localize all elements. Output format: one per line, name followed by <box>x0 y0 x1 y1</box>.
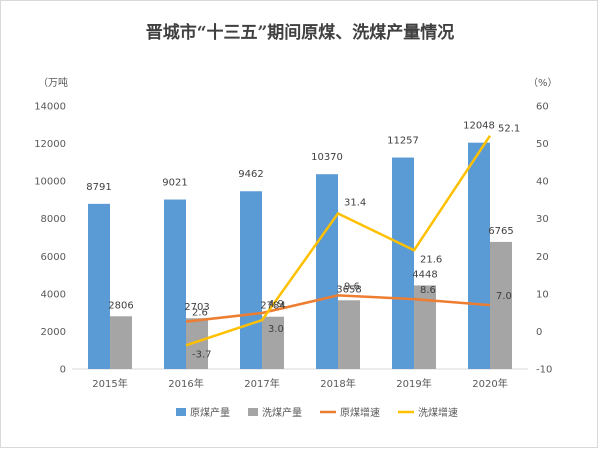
x-tick-label: 2016年 <box>168 377 203 390</box>
line-data-label: 31.4 <box>344 197 366 208</box>
bar-data-label: 4448 <box>412 269 437 280</box>
x-tick-label: 2017年 <box>244 377 279 390</box>
legend-item-label: 原煤增速 <box>340 406 380 419</box>
bar-washed-coal <box>490 241 512 369</box>
line-washed-coal-growth <box>185 134 492 347</box>
y-right-tick-label: -10 <box>536 365 552 376</box>
line-data-label: 52.1 <box>498 124 520 135</box>
y-right-tick-label: 40 <box>536 177 549 188</box>
bar-data-label: 2703 <box>184 302 209 313</box>
y-right-tick-label: 60 <box>536 102 549 113</box>
bar-raw-coal <box>316 174 338 369</box>
line-raw-coal-growth <box>185 294 491 323</box>
y-right-tick-label: 50 <box>536 139 549 150</box>
line-data-label: 4.9 <box>268 299 284 310</box>
line-data-label: 9.6 <box>344 281 360 292</box>
bar-washed-coal <box>262 316 284 369</box>
bar-data-label: 3658 <box>336 284 361 295</box>
bar-data-label: 2806 <box>108 300 133 311</box>
x-tick-label: 2020年 <box>472 377 507 390</box>
y-left-tick-label: 14000 <box>34 102 66 113</box>
line-data-label: 3.0 <box>268 324 284 335</box>
y-left-tick-label: 10000 <box>34 177 66 188</box>
line-data-label: -3.7 <box>192 349 212 360</box>
bar-raw-coal <box>164 199 186 369</box>
line-data-label: 8.6 <box>420 285 436 296</box>
x-tick-label: 2019年 <box>396 377 431 390</box>
x-tick-label: 2015年 <box>92 377 127 390</box>
y-left-tick-label: 8000 <box>41 214 66 225</box>
bar-raw-coal <box>468 142 490 369</box>
bar-washed-coal <box>414 285 436 369</box>
line-data-label: 7.0 <box>496 291 512 302</box>
legend-item-label: 洗煤产量 <box>262 406 302 419</box>
y-left-tick-label: 4000 <box>41 289 66 300</box>
legend-item-label: 洗煤增速 <box>418 406 458 419</box>
bar-data-label: 8791 <box>86 182 111 193</box>
y-right-tick-label: 30 <box>536 214 549 225</box>
bar-data-label: 10370 <box>311 152 343 163</box>
bar-raw-coal <box>392 157 414 369</box>
bar-data-label: 11257 <box>387 136 419 147</box>
line-data-label: 2.6 <box>192 308 208 319</box>
y-left-tick-label: 2000 <box>41 327 66 338</box>
bar-data-label: 9462 <box>238 169 263 180</box>
chart-title: 晋城市“十三五”期间原煤、洗煤产量情况 <box>145 23 455 43</box>
legend-swatch <box>248 408 258 416</box>
bar-data-label: 9021 <box>162 178 187 189</box>
right-axis-unit: （%） <box>528 77 558 89</box>
line-data-label: 21.6 <box>420 254 442 265</box>
y-right-tick-label: 10 <box>536 289 549 300</box>
bar-washed-coal <box>110 316 132 369</box>
y-left-tick-label: 0 <box>60 365 66 376</box>
bar-data-label: 2784 <box>260 301 285 312</box>
bar-raw-coal <box>240 191 262 369</box>
y-right-tick-label: 20 <box>536 252 549 263</box>
bar-washed-coal <box>186 318 208 369</box>
bar-washed-coal <box>338 300 360 369</box>
legend-item-label: 原煤产量 <box>190 406 230 419</box>
y-left-tick-label: 12000 <box>34 139 66 150</box>
legend-swatch <box>176 408 186 416</box>
x-tick-label: 2018年 <box>320 377 355 390</box>
y-left-tick-label: 6000 <box>41 252 66 263</box>
bar-data-label: 12048 <box>463 121 495 132</box>
bar-raw-coal <box>88 203 110 369</box>
left-axis-unit: （万吨 <box>38 76 68 89</box>
bar-data-label: 6765 <box>488 226 513 237</box>
y-right-tick-label: 0 <box>536 327 542 338</box>
